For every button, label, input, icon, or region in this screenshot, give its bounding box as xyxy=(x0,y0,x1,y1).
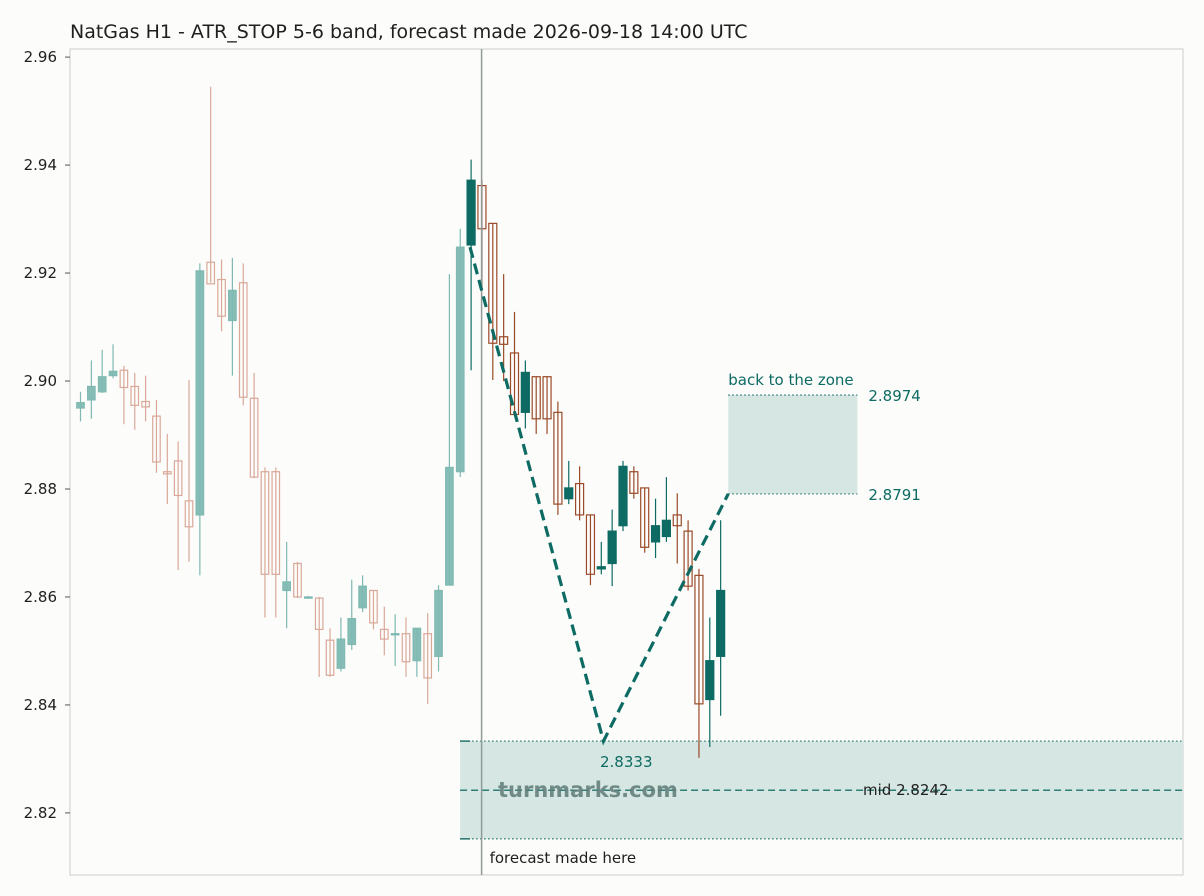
forecast-candle xyxy=(466,179,476,246)
forecast-candle xyxy=(694,574,704,705)
stop-zone xyxy=(460,741,1184,839)
forecast-candle xyxy=(596,566,606,570)
history-candle xyxy=(271,471,281,575)
target-zone-label: back to the zone xyxy=(728,371,853,389)
watermark: turnmarks.com xyxy=(498,778,678,802)
history-candle xyxy=(119,369,129,389)
history-candle xyxy=(260,471,270,575)
history-candle xyxy=(412,627,422,662)
forecast-candle xyxy=(542,376,552,420)
history-candle xyxy=(423,633,433,679)
y-tick-label: 2.90 xyxy=(24,372,57,390)
forecast-candle xyxy=(564,487,574,500)
forecast-path xyxy=(468,246,730,746)
forecast-candle xyxy=(683,530,693,587)
y-tick-label: 2.88 xyxy=(24,480,57,498)
history-candle xyxy=(141,400,150,408)
forecast-candle xyxy=(531,376,541,420)
history-candle xyxy=(152,415,161,463)
forecast-candle xyxy=(585,514,596,575)
forecast-candle xyxy=(650,525,661,543)
y-tick-label: 2.86 xyxy=(24,588,57,606)
stop-zone-low-label: 2.8333 xyxy=(600,753,653,771)
history-candle xyxy=(162,471,172,475)
history-candle xyxy=(455,246,465,473)
forecast-candle xyxy=(629,471,639,494)
y-tick-label: 2.84 xyxy=(24,696,57,714)
overlay: forecast made here xyxy=(460,49,730,875)
target-zone xyxy=(728,395,858,494)
forecast-candle xyxy=(661,519,672,538)
forecast-candle xyxy=(672,514,682,527)
history-candle xyxy=(369,589,378,624)
forecast-start-label: forecast made here xyxy=(490,849,637,867)
history-candle xyxy=(390,633,400,636)
forecast-candle xyxy=(705,660,715,701)
history-candle xyxy=(249,397,259,478)
history-candle xyxy=(130,385,140,406)
history-candle xyxy=(184,500,194,528)
history-candle xyxy=(401,633,411,663)
history-candle xyxy=(304,596,313,599)
forecast-candle xyxy=(640,487,650,548)
chart-title: NatGas H1 - ATR_STOP 5-6 band, forecast … xyxy=(70,21,748,43)
forecast-candle xyxy=(488,222,498,344)
target-zone-high-label: 2.8974 xyxy=(868,387,921,405)
history-candle xyxy=(445,466,454,586)
history-candle xyxy=(108,370,118,377)
history-candle xyxy=(238,282,248,398)
y-axis: 2.82 2.84 2.86 2.88 2.90 2.92 2.94 2.96 xyxy=(24,48,70,822)
forecast-candle xyxy=(618,465,628,527)
y-tick-label: 2.82 xyxy=(24,804,57,822)
y-tick-label: 2.96 xyxy=(24,48,57,66)
history-candle xyxy=(379,628,389,640)
history-candle xyxy=(434,589,443,657)
forecast-candle xyxy=(716,589,726,657)
candles xyxy=(76,86,726,758)
history-candle xyxy=(347,617,357,646)
history-candle xyxy=(228,289,237,322)
history-candle xyxy=(206,261,216,285)
forecast-candle xyxy=(553,411,563,505)
history-candle xyxy=(97,376,107,393)
forecast-candle xyxy=(520,371,530,413)
history-candle xyxy=(76,402,85,409)
zones: mid 2.8242 2.8333 back to the zone 2.8974 2.… xyxy=(460,371,1184,840)
y-tick-label: 2.92 xyxy=(24,264,57,282)
history-candle xyxy=(86,385,96,401)
history-candle xyxy=(293,562,302,598)
plot-area xyxy=(69,48,1184,876)
history-candle xyxy=(282,581,291,592)
y-tick-label: 2.94 xyxy=(24,156,57,174)
history-candle xyxy=(325,639,335,676)
history-candle xyxy=(336,638,346,669)
history-candle xyxy=(217,278,226,317)
history-candle xyxy=(173,460,183,497)
history-candle xyxy=(314,597,324,630)
forecast-candle xyxy=(499,336,509,345)
forecast-candle xyxy=(574,482,585,516)
history-candle xyxy=(195,270,205,516)
stop-zone-mid-label: mid 2.8242 xyxy=(863,781,949,799)
forecast-candle xyxy=(607,530,617,565)
target-zone-low-label: 2.8791 xyxy=(868,486,921,504)
history-candle xyxy=(358,585,367,609)
